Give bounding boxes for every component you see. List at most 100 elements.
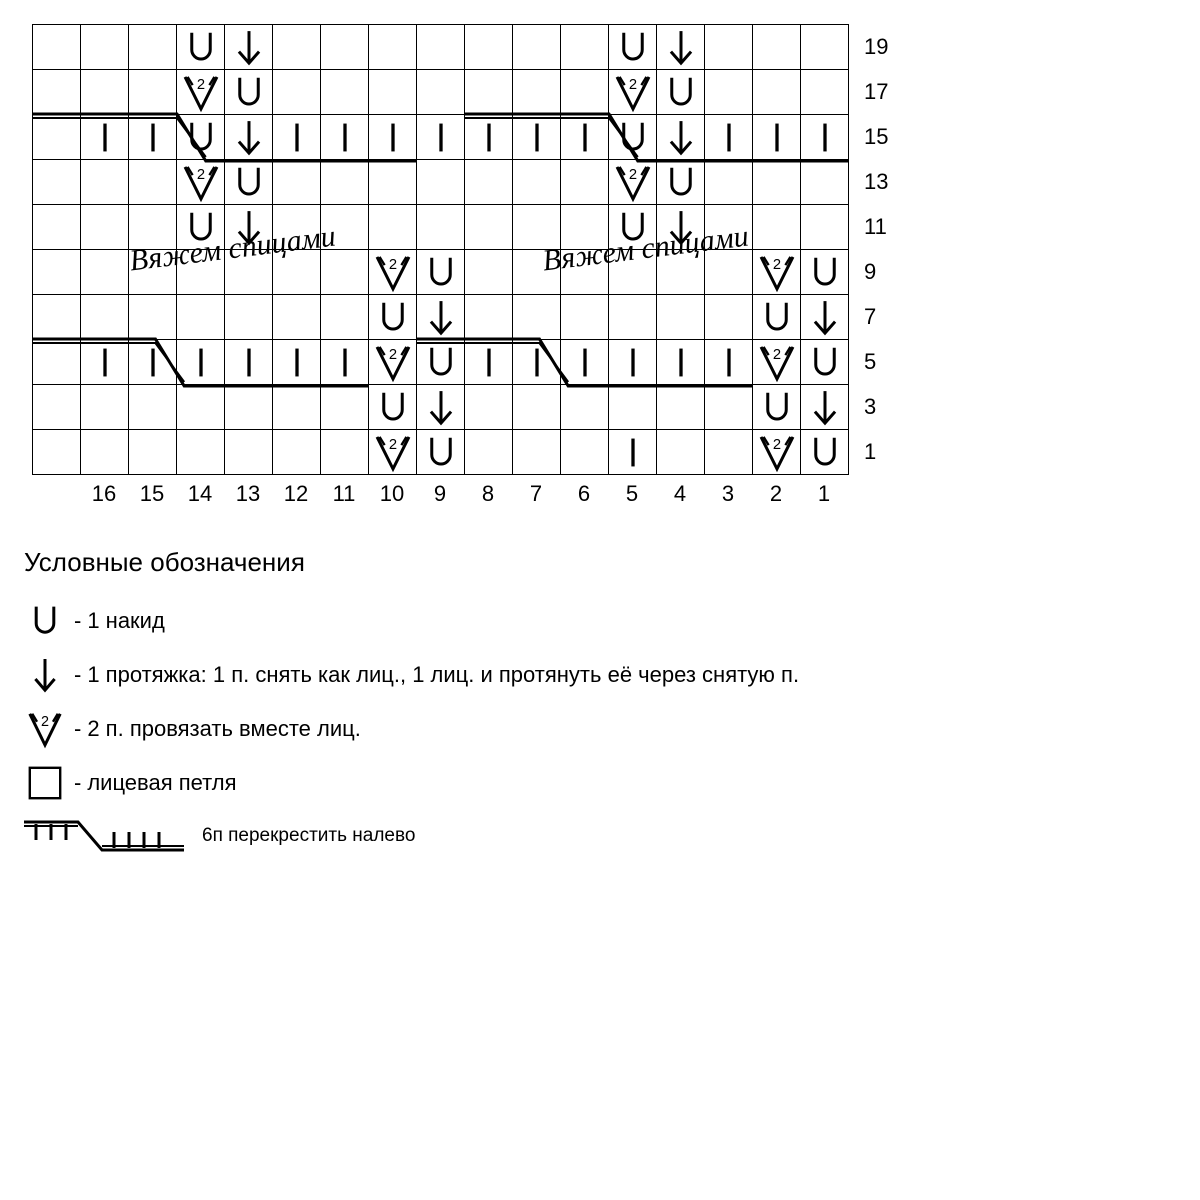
chart-cell bbox=[81, 385, 129, 430]
chart-cell bbox=[417, 115, 465, 160]
chart-cell bbox=[273, 385, 321, 430]
chart-cell bbox=[705, 295, 753, 340]
chart-cell bbox=[81, 250, 129, 295]
chart-cell bbox=[705, 115, 753, 160]
chart-cell bbox=[753, 385, 801, 430]
chart-cell bbox=[465, 115, 513, 160]
chart-cell bbox=[321, 250, 369, 295]
chart-cell bbox=[801, 115, 849, 160]
chart-cell bbox=[321, 295, 369, 340]
chart-cell bbox=[417, 70, 465, 115]
chart-cell bbox=[33, 70, 81, 115]
row-label: 9 bbox=[850, 249, 888, 294]
chart-cell bbox=[177, 250, 225, 295]
chart-cell bbox=[705, 160, 753, 205]
chart-cell: 2 bbox=[369, 340, 417, 385]
chart-cell bbox=[369, 25, 417, 70]
chart-cell bbox=[465, 430, 513, 475]
legend-text: 1 накид bbox=[87, 608, 164, 634]
chart-cell bbox=[81, 340, 129, 385]
chart-cell bbox=[705, 250, 753, 295]
legend-row: - 1 протяжка: 1 п. снять как лиц., 1 лиц… bbox=[24, 654, 1176, 696]
col-label: 1 bbox=[800, 481, 848, 507]
chart-cell bbox=[225, 250, 273, 295]
chart-cell: 2 bbox=[753, 340, 801, 385]
col-label: 15 bbox=[128, 481, 176, 507]
chart-cell bbox=[129, 295, 177, 340]
chart-cell bbox=[33, 250, 81, 295]
chart-cell bbox=[609, 340, 657, 385]
col-label: 12 bbox=[272, 481, 320, 507]
chart-cell bbox=[513, 430, 561, 475]
chart-cell bbox=[561, 295, 609, 340]
chart-cell bbox=[81, 430, 129, 475]
chart-cell bbox=[225, 430, 273, 475]
chart-cell bbox=[753, 295, 801, 340]
chart-cell bbox=[609, 295, 657, 340]
chart-cell: 2 bbox=[753, 250, 801, 295]
chart-cell bbox=[753, 205, 801, 250]
chart-cell bbox=[129, 340, 177, 385]
chart-cell bbox=[753, 70, 801, 115]
chart-cell bbox=[417, 385, 465, 430]
chart-cell bbox=[129, 160, 177, 205]
chart-cell bbox=[33, 430, 81, 475]
chart-cell: 2 bbox=[753, 430, 801, 475]
chart-cell bbox=[321, 160, 369, 205]
chart-cell bbox=[657, 295, 705, 340]
chart-cell bbox=[513, 385, 561, 430]
chart-cell bbox=[609, 115, 657, 160]
chart-cell bbox=[657, 115, 705, 160]
svg-text:2: 2 bbox=[628, 77, 636, 93]
col-label: 2 bbox=[752, 481, 800, 507]
chart-cell bbox=[81, 160, 129, 205]
chart-cell bbox=[513, 160, 561, 205]
chart-cell bbox=[561, 160, 609, 205]
chart-cell bbox=[81, 295, 129, 340]
svg-text:2: 2 bbox=[772, 437, 780, 453]
chart-cell bbox=[321, 205, 369, 250]
chart-cell bbox=[657, 70, 705, 115]
chart-cell bbox=[321, 340, 369, 385]
sq-icon bbox=[24, 762, 66, 804]
svg-text:2: 2 bbox=[388, 257, 396, 273]
chart-cell bbox=[657, 160, 705, 205]
svg-text:2: 2 bbox=[388, 437, 396, 453]
svg-text:2: 2 bbox=[772, 257, 780, 273]
chart-cell bbox=[561, 385, 609, 430]
chart-cell bbox=[753, 115, 801, 160]
chart-cell bbox=[801, 205, 849, 250]
chart-cell bbox=[225, 385, 273, 430]
chart-cell bbox=[657, 430, 705, 475]
col-label: 16 bbox=[80, 481, 128, 507]
row-label: 7 bbox=[850, 294, 888, 339]
chart-cell bbox=[81, 70, 129, 115]
v2-icon: 2 bbox=[24, 708, 66, 750]
legend-row: - 1 накид bbox=[24, 600, 1176, 642]
chart-cell bbox=[369, 70, 417, 115]
chart-cell bbox=[465, 25, 513, 70]
legend: Условные обозначения - 1 накид - 1 протя… bbox=[24, 547, 1176, 856]
svg-text:2: 2 bbox=[196, 77, 204, 93]
chart-cell bbox=[33, 385, 81, 430]
col-label: 7 bbox=[512, 481, 560, 507]
chart-cell bbox=[33, 205, 81, 250]
chart-cell bbox=[273, 25, 321, 70]
chart-cell bbox=[465, 70, 513, 115]
chart-cell bbox=[177, 385, 225, 430]
chart-cell bbox=[561, 430, 609, 475]
chart-cell: 2 bbox=[609, 70, 657, 115]
col-label: 11 bbox=[320, 481, 368, 507]
chart-cell bbox=[465, 205, 513, 250]
chart-cell bbox=[33, 160, 81, 205]
chart-cell bbox=[273, 295, 321, 340]
legend-row: 2 - 2 п. провязать вместе лиц. bbox=[24, 708, 1176, 750]
chart-cell bbox=[609, 25, 657, 70]
chart-cell bbox=[465, 385, 513, 430]
legend-title: Условные обозначения bbox=[24, 547, 1176, 578]
chart-cell bbox=[513, 205, 561, 250]
chart-cell: 2 bbox=[177, 160, 225, 205]
col-label: 6 bbox=[560, 481, 608, 507]
chart-cell bbox=[177, 205, 225, 250]
chart-cell bbox=[513, 70, 561, 115]
